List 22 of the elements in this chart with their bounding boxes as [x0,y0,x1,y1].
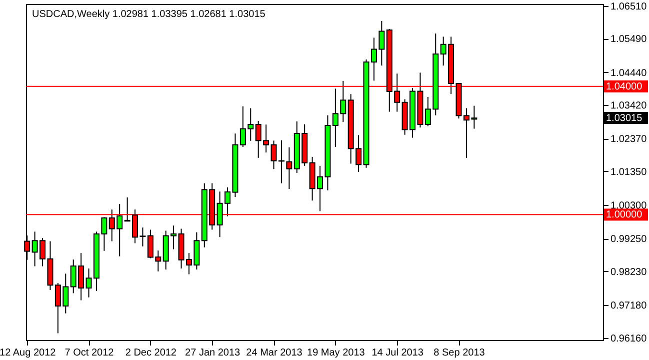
y-tick-label: 0.96160 [610,333,648,344]
chart-title: USDCAD,Weekly 1.02981 1.03395 1.02681 1.03015 [32,9,266,20]
x-tick-label: 2 Dec 2012 [125,348,177,358]
x-tick-label: 27 Jan 2013 [185,348,241,358]
y-tick-label: 1.06510 [610,1,648,12]
x-tick-label: 19 May 2013 [307,348,366,358]
y-tick-label: 1.02370 [610,134,648,146]
y-tick-label: 1.01350 [610,166,648,178]
y-tick-label: 0.99250 [610,234,648,246]
y-tick-label: 1.03420 [610,100,648,112]
x-tick-label: 14 Jul 2013 [372,348,424,358]
y-tick-label: 0.97180 [610,300,648,312]
y-tick-label: 1.05490 [610,34,648,46]
ref-line-label: 1.04000 [606,81,643,92]
x-tick-label: 12 Aug 2012 [0,348,56,358]
text: 1.03015 [606,112,643,124]
x-tick-label: 8 Sep 2013 [434,348,486,358]
ref-line-label: 1.00000 [606,210,643,221]
y-tick-label: 1.04440 [610,68,648,79]
x-tick-label: 24 Mar 2013 [246,348,303,358]
x-tick-label: 7 Oct 2012 [64,348,114,358]
y-tick-label: 0.98230 [610,266,648,278]
